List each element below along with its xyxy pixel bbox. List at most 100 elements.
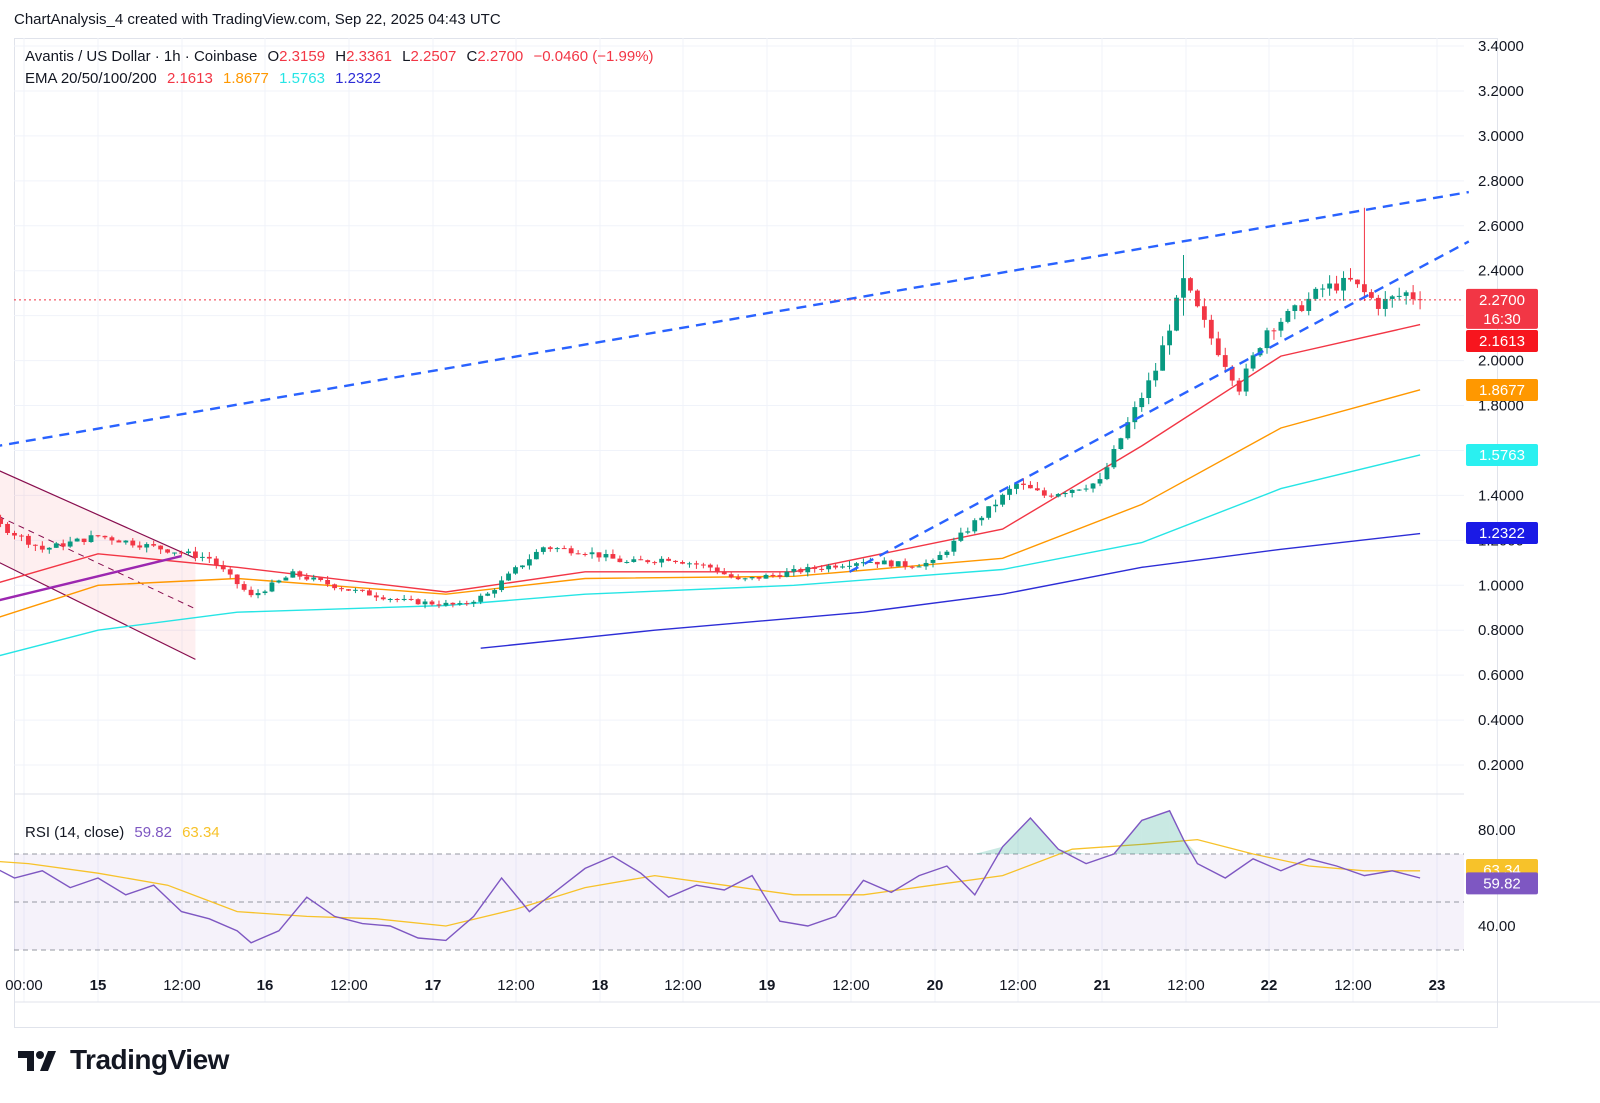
x-tick-label: 17 [425,977,442,994]
candle-body [1076,489,1082,491]
candle-body [88,535,94,543]
candle-body [464,603,470,605]
support-trendline [0,554,182,602]
candle-body [937,554,943,561]
candle-body [450,602,456,605]
candle-body [1048,495,1054,497]
candle-body [492,590,498,594]
rsi-overbought-fill [1169,810,1184,854]
candle-body [471,601,477,604]
ema20-badge-bg [1466,330,1538,352]
candle-body [631,559,637,562]
candle-body [791,568,797,572]
candle-body [833,565,838,568]
last-price-badge-bg [1466,288,1538,329]
x-tick-label: 00:00 [5,977,43,994]
candle-body [401,598,407,600]
candle-body [311,577,317,580]
candle-body [387,598,393,600]
candle-body [554,548,560,550]
x-tick-label: 21 [1094,977,1111,994]
ema20-badge: 2.1613 [1479,333,1525,350]
candle-body [1195,290,1200,307]
x-tick-label: 15 [90,977,107,994]
candle-body [60,543,66,547]
candle-body [958,532,964,541]
candle-body [1146,380,1152,399]
x-tick-label: 12:00 [999,977,1037,994]
candle-body [1118,438,1124,450]
close-value: C2.2700 [467,48,524,65]
tradingview-brand[interactable]: TradingView [18,1044,229,1076]
candle-body [1125,422,1131,439]
candle-body [325,579,331,585]
candle-body [812,567,818,569]
x-tick-label: 12:00 [832,977,870,994]
change-value: −0.0460 (−1.99%) [533,48,654,65]
candle-body [373,595,379,598]
candle-body [520,565,525,568]
y-tick-label: 0.6000 [1478,667,1524,684]
candle-body [499,580,504,591]
candle-body [1174,297,1179,331]
ema200-badge: 1.2322 [1479,525,1525,542]
ema-legend: EMA 20/50/100/200 2.1613 1.8677 1.5763 1… [25,70,387,87]
candle-body [513,567,518,574]
candle-body [422,601,428,605]
candle-body [707,564,713,568]
symbol-legend: Avantis / US Dollar · 1h · Coinbase O2.3… [25,48,660,65]
candle-body [603,554,609,558]
y-tick-label: 2.0000 [1478,353,1524,370]
candle-body [506,573,511,581]
x-tick-label: 23 [1429,977,1446,994]
candle-body [318,577,324,580]
x-tick-label: 20 [927,977,944,994]
y-tick-label: 2.6000 [1478,218,1524,235]
candle-body [1222,355,1228,367]
candle-body [262,591,268,594]
y-tick-label: 1.0000 [1478,577,1524,594]
candle-body [1236,380,1242,392]
candle-body [457,603,463,605]
y-tick-label: 1.4000 [1478,487,1524,504]
low-number: 2.2507 [410,48,457,65]
rsi-line [0,809,1421,944]
candle-body [1034,488,1040,491]
candle-body [255,593,261,596]
candle-body [193,551,198,558]
candle-body [1382,298,1388,309]
candle-body [881,560,887,565]
candle-body [165,549,170,553]
rsi-overbought-fill [1030,818,1059,854]
y-tick-label: 1.8000 [1478,398,1524,415]
candle-body [909,566,915,568]
rsi-badge: 59.82 [1483,875,1521,892]
candle-body [81,538,87,543]
close-label: C [466,48,478,65]
candle-body [5,523,10,533]
channel-upper [0,470,196,559]
channel-lower [0,562,196,660]
candle-body [1028,484,1033,489]
candle-body [46,547,52,550]
rsi-overbought-fill [1002,818,1031,854]
candle-body [1201,306,1207,320]
candle-body [213,558,219,566]
tradingview-logo-icon [18,1051,56,1071]
candle-body [248,589,254,596]
candle-body [1292,305,1298,312]
candle-body [1139,398,1145,408]
candle-body [186,551,191,554]
candle-body [1062,492,1068,495]
candle-body [986,506,992,518]
low-label: L [402,48,411,65]
candle-body [721,572,727,575]
candle-body [1055,494,1061,497]
candle-body [227,569,233,575]
candle-body [1188,278,1193,291]
candle-body [199,556,205,558]
candle-body [485,593,491,596]
candle-body [53,543,59,548]
candle-body [700,564,706,566]
